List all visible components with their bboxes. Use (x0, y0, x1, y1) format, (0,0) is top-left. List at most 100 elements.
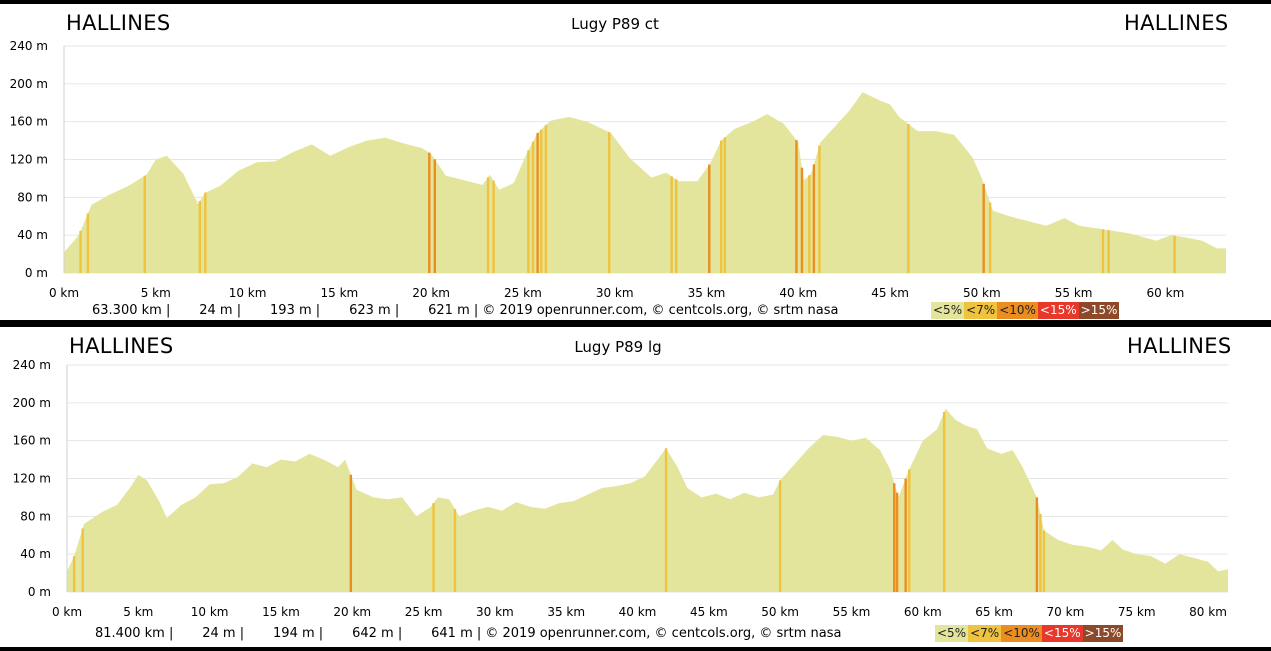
slope-segment (988, 202, 992, 273)
slope-segment (895, 492, 899, 592)
elevation-area (64, 92, 1226, 273)
slope-segment (81, 528, 84, 592)
x-tick-label: 5 km (123, 605, 153, 619)
x-tick-label: 65 km (975, 605, 1013, 619)
slope-segment (723, 137, 727, 273)
slope-segment (72, 556, 76, 592)
slope-segment (86, 213, 90, 273)
slope-segment (608, 132, 611, 273)
x-tick-label: 45 km (690, 605, 728, 619)
slope-segment (1035, 497, 1039, 592)
slope-segment (1101, 229, 1105, 273)
y-tick-label: 80 m (17, 190, 48, 204)
y-tick-label: 80 m (20, 509, 51, 523)
x-tick-label: 55 km (1055, 286, 1093, 300)
slope-segment (795, 140, 798, 273)
x-tick-label: 60 km (1147, 286, 1185, 300)
x-tick-label: 75 km (1118, 605, 1156, 619)
x-tick-label: 5 km (141, 286, 171, 300)
slope-legend: <5% <7% <10% <15% >15% (935, 625, 1124, 642)
x-tick-label: 50 km (963, 286, 1001, 300)
slope-segment (527, 150, 530, 273)
y-tick-label: 120 m (13, 472, 51, 486)
stats-footer: 63.300 km | 24 m | 193 m | 623 m | 621 m… (92, 303, 839, 318)
x-tick-label: 20 km (412, 286, 450, 300)
y-tick-label: 200 m (13, 396, 51, 410)
x-tick-label: 0 km (52, 605, 82, 619)
x-tick-label: 50 km (761, 605, 799, 619)
y-tick-label: 160 m (13, 434, 51, 448)
y-tick-label: 240 m (13, 358, 51, 372)
y-tick-label: 40 m (17, 228, 48, 242)
legend-item-gt15: >15% (1082, 625, 1124, 642)
legend-item-lt10: <10% (997, 302, 1038, 319)
slope-segment (812, 164, 816, 273)
slope-segment (544, 125, 548, 273)
slope-segment (1173, 235, 1176, 273)
slope-segment (204, 192, 207, 273)
slope-segment (818, 145, 821, 273)
legend-item-lt15: <15% (1041, 625, 1083, 642)
slope-segment (778, 480, 782, 592)
x-tick-label: 35 km (547, 605, 585, 619)
y-tick-label: 0 m (28, 585, 51, 599)
end-label: HALLINES (1127, 334, 1232, 358)
slope-segment (1107, 230, 1110, 273)
profile-panel-short: 0 m 40 m 80 m 120 m 160 m 200 m 240 m 0 km 5 km 1… (0, 4, 1271, 320)
x-tick-label: 25 km (405, 605, 443, 619)
legend-item-lt7: <7% (964, 302, 998, 319)
x-tick-label: 0 km (49, 286, 79, 300)
x-tick-label: 25 km (504, 286, 542, 300)
x-tick-label: 20 km (333, 605, 371, 619)
slope-segment (428, 152, 431, 273)
y-tick-label: 0 m (25, 266, 48, 280)
slope-segment (536, 133, 539, 273)
end-label: HALLINES (1124, 11, 1229, 35)
x-tick-label: 10 km (229, 286, 267, 300)
legend-item-lt15: <15% (1037, 302, 1079, 319)
slope-segment (942, 411, 946, 592)
slope-segment (719, 140, 723, 273)
slope-segment (486, 177, 490, 273)
x-tick-label: 40 km (779, 286, 817, 300)
x-tick-label: 70 km (1047, 605, 1085, 619)
x-tick-label: 10 km (191, 605, 229, 619)
x-tick-label: 15 km (262, 605, 300, 619)
slope-segment (893, 483, 896, 592)
slope-segment (531, 141, 535, 273)
slope-segment (800, 167, 804, 273)
slope-segment (1042, 530, 1046, 592)
y-tick-label: 200 m (10, 77, 48, 91)
slope-segment (432, 503, 435, 592)
slope-segment (540, 129, 543, 273)
x-tick-label: 80 km (1189, 605, 1227, 619)
elevation-chart: 0 m 40 m 80 m 120 m 160 m 200 m 240 m 0 km 5 km 1… (10, 39, 1226, 300)
elevation-chart: 0 m 40 m 80 m 120 m 160 m 200 m 240 m 0 km 5 km 1… (13, 358, 1228, 619)
chart-title: Lugy P89 ct (571, 15, 659, 33)
elevation-area (67, 408, 1228, 592)
start-label: HALLINES (69, 334, 174, 358)
slope-segment (908, 469, 911, 592)
x-tick-label: 15 km (320, 286, 358, 300)
slope-segment (670, 176, 673, 273)
slope-segment (982, 183, 985, 273)
slope-segment (708, 164, 711, 273)
y-tick-label: 240 m (10, 39, 48, 53)
x-tick-label: 55 km (833, 605, 871, 619)
slope-segment (433, 159, 437, 273)
legend-item-lt7: <7% (968, 625, 1002, 642)
stats-footer: 81.400 km | 24 m | 194 m | 642 m | 641 m… (95, 626, 842, 641)
x-tick-label: 30 km (596, 286, 634, 300)
legend-item-gt15: >15% (1078, 302, 1120, 319)
slope-segment (492, 180, 495, 273)
slope-segment (79, 230, 82, 273)
x-tick-label: 60 km (904, 605, 942, 619)
x-tick-label: 40 km (619, 605, 657, 619)
x-tick-label: 45 km (871, 286, 909, 300)
legend-item-lt5: <5% (931, 302, 965, 319)
slope-segment (904, 478, 907, 592)
slope-legend: <5% <7% <10% <15% >15% (931, 302, 1120, 319)
chart-title: Lugy P89 lg (574, 338, 662, 356)
x-tick-label: 30 km (476, 605, 514, 619)
slope-segment (453, 509, 457, 592)
